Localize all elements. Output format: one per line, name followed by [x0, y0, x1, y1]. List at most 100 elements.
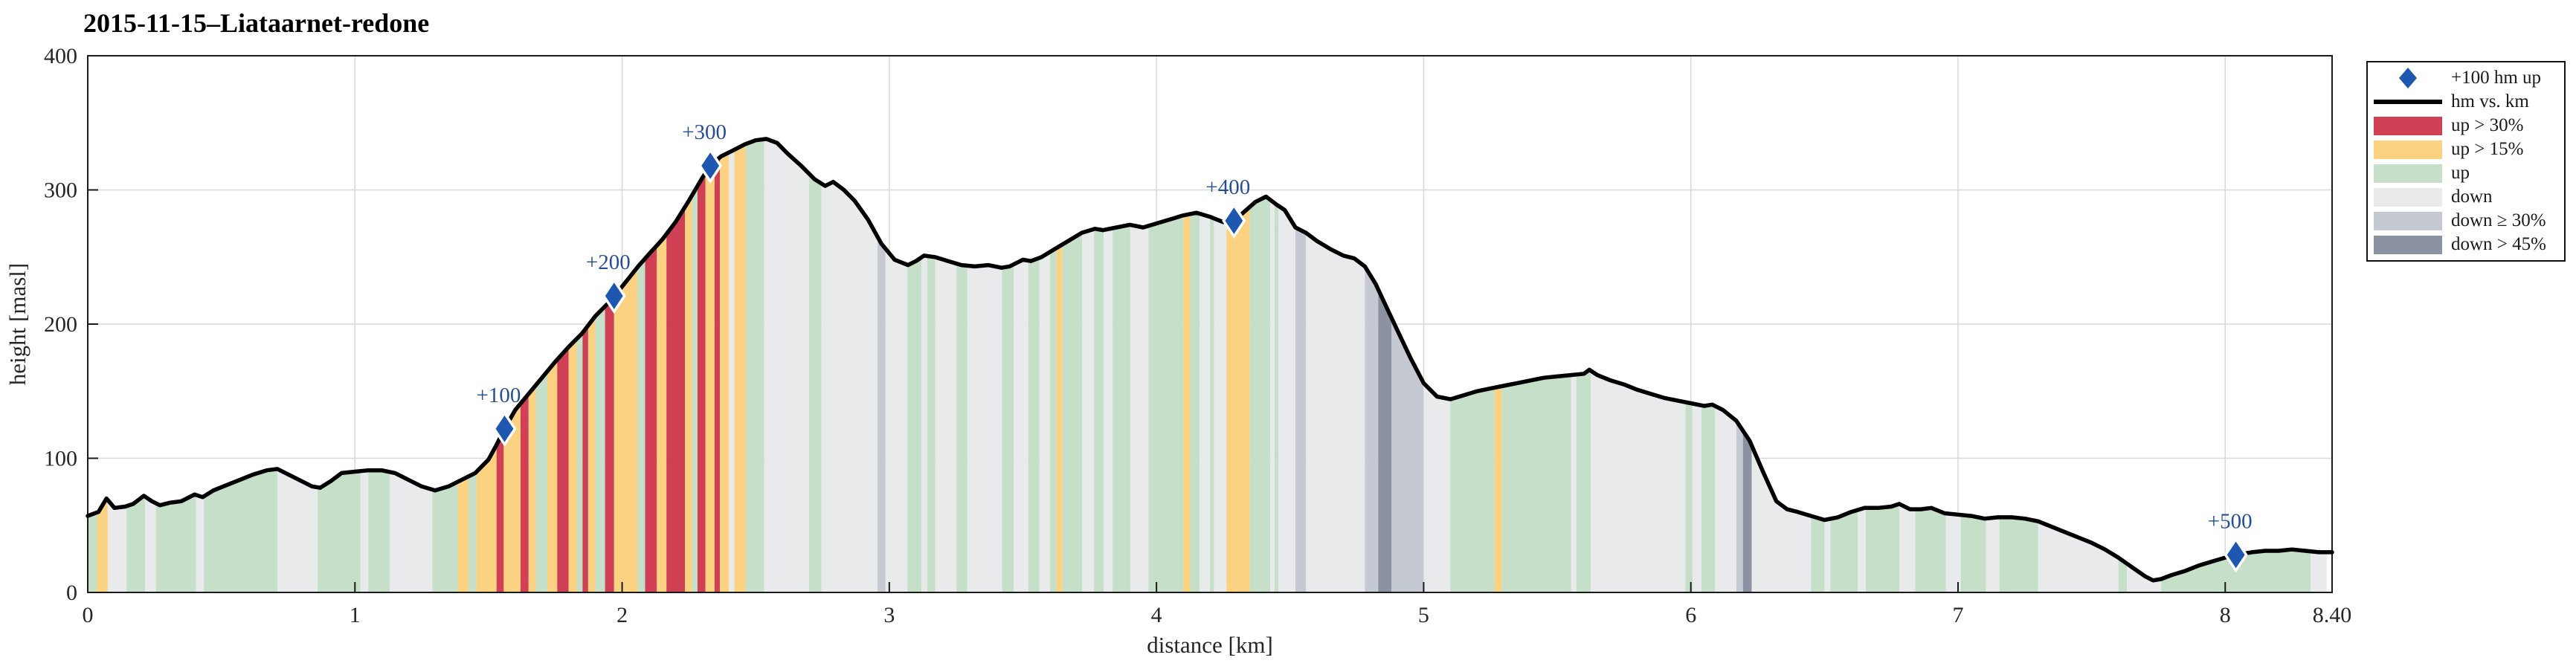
gradient-band-up30: [582, 325, 588, 592]
ascent-marker-label: +200: [586, 251, 631, 274]
gradient-band-up: [1999, 517, 2038, 592]
gradient-band-down: [1214, 218, 1227, 592]
gradient-band-up: [1062, 233, 1083, 592]
gradient-band-up15: [657, 233, 667, 592]
gradient-band-down: [1039, 251, 1051, 592]
gradient-band-up: [1960, 514, 1986, 592]
gradient-band-up: [907, 257, 921, 592]
x-tick-label: 0: [83, 603, 94, 627]
gradient-band-up15: [476, 445, 497, 592]
x-tick-label: 6: [1685, 603, 1696, 627]
legend-label: hm vs. km: [2451, 91, 2529, 112]
legend-label: up: [2451, 163, 2470, 183]
gradient-band-down: [821, 181, 878, 592]
gradient-band-up: [1249, 196, 1271, 592]
down30-swatch-icon: [2374, 211, 2442, 230]
gradient-band-down45: [1742, 430, 1752, 592]
ascent-marker-label: +100: [477, 384, 521, 407]
gradient-band-down: [1306, 233, 1365, 592]
gradient-band-down: [921, 255, 927, 592]
gradient-band-up15: [457, 476, 468, 592]
gradient-band-down: [1692, 403, 1702, 592]
gradient-band-up: [1112, 224, 1130, 592]
gradient-band-up: [1094, 228, 1104, 592]
gradient-band-down: [107, 500, 127, 592]
gradient-band-up15: [568, 338, 577, 592]
gradient-band-down30: [1736, 421, 1743, 592]
profile-line-icon: [2374, 100, 2442, 104]
gradient-band-up: [1190, 213, 1200, 592]
gradient-band-up15: [528, 385, 536, 592]
ascent-diamond-icon: [2374, 67, 2442, 89]
gradient-band-up: [126, 496, 146, 592]
y-tick-label: 100: [44, 447, 77, 471]
legend-item-ascent-marker: +100 hm up: [2374, 67, 2558, 89]
legend-item-down: down: [2374, 186, 2558, 208]
gradient-band-up15: [1056, 244, 1063, 592]
x-tick-label: 7: [1953, 603, 1964, 627]
gradient-band-down: [1423, 383, 1451, 592]
gradient-band-down: [145, 497, 156, 592]
y-tick-label: 300: [44, 178, 77, 203]
legend-item-down30: down ≥ 30%: [2374, 210, 2558, 232]
gradient-band-down: [1986, 517, 2000, 592]
gradient-band-up15: [1494, 386, 1502, 592]
gradient-band-up: [1576, 369, 1591, 592]
gradient-band-up15: [503, 403, 521, 592]
gradient-band-up: [1811, 516, 1825, 592]
legend-label: up > 30%: [2451, 115, 2524, 135]
gradient-band-up: [595, 306, 605, 592]
gradient-band-down: [764, 138, 810, 592]
down45-swatch-icon: [2374, 235, 2442, 254]
gradient-band-up: [637, 258, 645, 592]
gradient-band-up30: [697, 172, 706, 593]
gradient-band-down30: [1295, 227, 1307, 592]
gradient-band-up30: [605, 296, 614, 592]
gradient-band-up: [1915, 508, 1946, 592]
legend-label: down ≥ 30%: [2451, 210, 2546, 230]
gradient-band-up: [1701, 404, 1715, 592]
gradient-band-up: [1210, 216, 1214, 592]
y-axis-label: height [masl]: [4, 263, 30, 385]
gradient-band-down: [390, 471, 433, 592]
gradient-band-up: [1002, 264, 1014, 592]
gradient-band-up: [204, 468, 278, 592]
gradient-band-up15: [1183, 213, 1191, 592]
ascent-marker-label: +400: [1205, 175, 1250, 199]
gradient-band-up30: [714, 157, 721, 593]
gradient-band-up: [745, 139, 764, 593]
gradient-band-down30: [1391, 317, 1424, 592]
gradient-band-down: [1104, 228, 1113, 592]
gradient-band-up: [576, 332, 583, 592]
gradient-band-up: [535, 371, 547, 592]
gradient-band-down: [277, 468, 318, 592]
x-tick-label: 4: [1151, 603, 1162, 627]
legend-label: up > 15%: [2451, 139, 2524, 159]
gradient-band-up: [809, 173, 822, 593]
gradient-band-down: [2038, 521, 2119, 592]
x-tick-label: 3: [883, 603, 895, 627]
legend-label: +100 hm up: [2451, 68, 2542, 88]
gradient-band-up: [468, 471, 477, 592]
gradient-band-up30: [557, 346, 569, 592]
up15-swatch-icon: [2374, 140, 2442, 159]
legend-item-up30: up > 30%: [2374, 114, 2558, 137]
ascent-marker-label: +300: [682, 120, 727, 144]
x-tick-label: 2: [616, 603, 628, 627]
gradient-band-down: [1591, 370, 1686, 592]
gradient-band-up: [2118, 558, 2128, 592]
ascent-marker-diamond: [698, 147, 723, 184]
x-axis-label: distance [km]: [1147, 632, 1273, 658]
y-tick-label: 0: [66, 581, 77, 605]
gradient-band-up15: [734, 143, 746, 592]
gradient-band-down: [1270, 199, 1275, 592]
gradient-band-down: [360, 470, 369, 592]
down-swatch-icon: [2374, 187, 2442, 207]
gradient-band-up15: [1226, 207, 1250, 593]
gradient-band-up30: [496, 430, 504, 592]
gradient-band-down: [1130, 224, 1149, 592]
gradient-band-up15: [587, 316, 596, 592]
y-tick-label: 400: [44, 44, 77, 68]
gradient-band-up30: [666, 207, 685, 593]
